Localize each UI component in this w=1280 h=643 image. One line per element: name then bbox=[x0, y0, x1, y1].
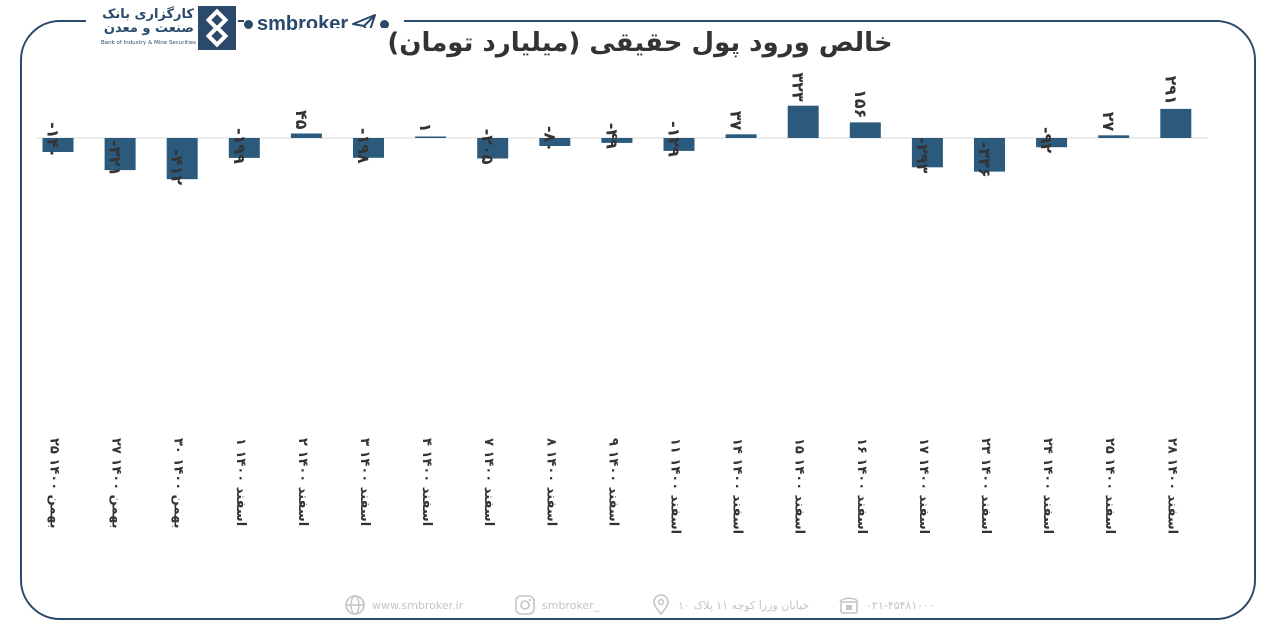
bar bbox=[353, 138, 384, 158]
data-label: -۴۱۲ bbox=[168, 149, 187, 185]
category-label: ۱۵ اسفند ۱۴۰۰ bbox=[792, 438, 807, 534]
globe-icon bbox=[345, 595, 365, 615]
category-label: ۲۳ اسفند ۱۴۰۰ bbox=[978, 438, 993, 534]
bar bbox=[974, 138, 1005, 172]
category-label: ۱۶ اسفند ۱۴۰۰ bbox=[854, 438, 869, 534]
data-label: -۲۹۳ bbox=[913, 137, 932, 173]
bar bbox=[228, 138, 260, 158]
category-label: ۱ اسفند ۱۴۰۰ bbox=[233, 438, 248, 526]
bar bbox=[477, 138, 509, 159]
category-label: ۴ اسفند ۱۴۰۰ bbox=[419, 438, 434, 526]
logo-dot bbox=[380, 19, 390, 29]
bar bbox=[42, 138, 74, 152]
data-label: -۳۳۶ bbox=[975, 142, 994, 178]
bar bbox=[849, 122, 881, 138]
footer-instagram[interactable]: smbroker_ bbox=[514, 594, 599, 616]
bank-name-en: Bank of Industry & Mine Securities bbox=[100, 40, 196, 46]
phone-text: ۰۲۱-۴۵۴۸۱۰۰۰ bbox=[866, 598, 935, 612]
category-label: ۲۵ اسفند ۱۴۰۰ bbox=[1102, 438, 1117, 534]
data-label: -۱۴۰ bbox=[44, 122, 63, 158]
data-label: -۴۹ bbox=[602, 123, 621, 149]
footer-address: خیابان وزرا کوچه ۱۱ پلاک ۱۰ bbox=[650, 594, 809, 616]
category-label: ۲۴ اسفند ۱۴۰۰ bbox=[1040, 438, 1055, 534]
logo-dot bbox=[244, 19, 253, 29]
footer: www.smbroker.ir smbroker_ خیابان وزرا کو… bbox=[340, 592, 940, 620]
category-label: ۷ اسفند ۱۴۰۰ bbox=[481, 438, 496, 526]
bar bbox=[911, 138, 943, 168]
bar bbox=[1160, 108, 1192, 138]
category-label: ۲۵ بهمن ۱۴۰۰ bbox=[47, 438, 62, 529]
bar bbox=[1036, 138, 1068, 148]
data-label: -۹۲ bbox=[1037, 127, 1056, 153]
website-text: www.smbroker.ir bbox=[372, 598, 464, 612]
data-label: ۲۷ bbox=[1099, 112, 1118, 132]
category-label: ۲۷ بهمن ۱۴۰۰ bbox=[109, 438, 124, 529]
bar bbox=[601, 138, 633, 143]
chart-frame bbox=[20, 20, 1256, 620]
category-label: ۱۱ اسفند ۱۴۰۰ bbox=[668, 438, 683, 534]
category-label: ۱۷ اسفند ۱۴۰۰ bbox=[916, 438, 931, 534]
footer-phone[interactable]: ۰۲۱-۴۵۴۸۱۰۰۰ bbox=[838, 594, 935, 616]
chart-title: خالص ورود پول حقیقی (میلیارد تومان) bbox=[300, 28, 980, 58]
data-label: -۸۰ bbox=[540, 126, 559, 152]
address-text: خیابان وزرا کوچه ۱۱ پلاک ۱۰ bbox=[678, 598, 810, 612]
bar bbox=[725, 134, 757, 138]
instagram-icon bbox=[515, 595, 535, 615]
data-label: ۱ bbox=[416, 123, 435, 133]
location-pin-icon bbox=[653, 594, 669, 616]
data-label: ۳۲۳ bbox=[789, 72, 808, 102]
category-label: ۳ اسفند ۱۴۰۰ bbox=[357, 438, 372, 526]
footer-website[interactable]: www.smbroker.ir bbox=[344, 594, 463, 616]
category-label: ۲۸ اسفند ۱۴۰۰ bbox=[1164, 438, 1179, 534]
data-label: -۱۹۸ bbox=[354, 128, 373, 164]
bar bbox=[787, 105, 819, 138]
bank-logo: کارگزاری بانک صنعت و معدن Bank of Indust… bbox=[86, 4, 238, 52]
instagram-text: smbroker_ bbox=[542, 598, 600, 612]
bar bbox=[539, 138, 571, 146]
category-label: ۹ اسفند ۱۴۰۰ bbox=[605, 438, 620, 526]
data-label: ۱۵۶ bbox=[851, 89, 870, 118]
bank-name-fa: کارگزاری بانک صنعت و معدن bbox=[102, 7, 194, 36]
data-label: -۳۲۱ bbox=[106, 140, 125, 176]
category-label: ۲ اسفند ۱۴۰۰ bbox=[295, 438, 310, 526]
bar bbox=[290, 133, 322, 138]
category-label: ۸ اسفند ۱۴۰۰ bbox=[543, 438, 558, 526]
bar bbox=[104, 138, 136, 171]
data-label: ۲۹۱ bbox=[1161, 76, 1180, 105]
bar bbox=[415, 136, 447, 138]
bar bbox=[166, 138, 198, 180]
data-label: ۴۵ bbox=[292, 110, 311, 130]
bar bbox=[1098, 135, 1130, 138]
data-label: -۱۹۹ bbox=[230, 128, 249, 164]
data-label: ۳۷ bbox=[727, 111, 746, 131]
category-label: ۱۴ اسفند ۱۴۰۰ bbox=[730, 438, 745, 534]
category-label: ۳۰ بهمن ۱۴۰۰ bbox=[171, 438, 186, 529]
data-label: -۲۰۵ bbox=[478, 129, 497, 165]
telephone-icon bbox=[839, 597, 859, 614]
data-label: -۱۲۹ bbox=[665, 121, 684, 157]
bank-emblem-icon bbox=[198, 6, 236, 50]
bar bbox=[663, 138, 695, 151]
